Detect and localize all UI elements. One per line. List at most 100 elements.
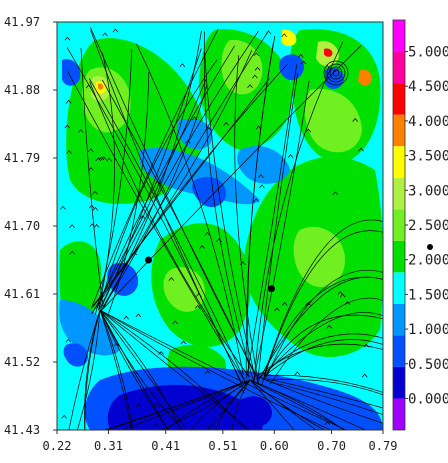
streamline-arrow xyxy=(60,205,66,210)
streamline xyxy=(203,31,254,382)
field-region xyxy=(62,59,81,86)
streamline-arrow xyxy=(204,232,211,236)
streamline xyxy=(76,309,101,430)
streamline xyxy=(265,379,383,396)
streamline-arrow xyxy=(89,223,95,228)
colorbar-label: 1.000 xyxy=(408,322,448,338)
x-tick-label: 0.79 xyxy=(369,439,398,453)
x-tick-label: 0.31 xyxy=(94,439,123,453)
colorbar-swatch xyxy=(393,83,405,115)
streamline xyxy=(93,77,270,306)
streamline-arrow xyxy=(179,63,186,68)
colorbar-label: 4.000 xyxy=(408,114,448,130)
streamline-arrow xyxy=(112,28,119,33)
colorbar-label: 3.500 xyxy=(408,149,448,165)
streamline xyxy=(253,41,344,383)
streamline-arrow xyxy=(152,422,159,427)
streamline xyxy=(90,29,241,382)
streamline xyxy=(234,55,260,385)
streamline-arrow xyxy=(64,124,70,129)
streamline-arrow xyxy=(154,403,160,407)
colorbar-swatch xyxy=(393,209,405,241)
streamline xyxy=(94,49,133,315)
streamline-arrow xyxy=(247,84,253,88)
field-region xyxy=(59,300,120,356)
streamline-arrow xyxy=(344,301,351,305)
x-tick-label: 0.60 xyxy=(260,439,289,453)
streamline-arrow xyxy=(281,33,287,38)
streamline xyxy=(136,43,244,376)
streamline xyxy=(99,309,332,430)
streamline xyxy=(269,297,383,385)
streamline xyxy=(266,269,383,378)
streamline xyxy=(99,309,182,430)
streamline-swirl xyxy=(329,66,343,80)
streamline-arrow xyxy=(259,184,265,189)
y-tick-label: 41.70 xyxy=(4,219,40,233)
streamline xyxy=(99,309,248,430)
streamline-arrow xyxy=(332,191,339,196)
streamline-arrow xyxy=(204,370,211,375)
streamline xyxy=(263,219,383,376)
streamline xyxy=(99,309,169,430)
streamline-arrow xyxy=(92,207,99,211)
streamline-arrow xyxy=(168,277,175,281)
streamline-arrow xyxy=(252,74,258,79)
field-region xyxy=(163,267,205,312)
field-region xyxy=(237,146,290,184)
streamline-arrow xyxy=(69,224,75,229)
field-region xyxy=(324,48,333,57)
location-marker xyxy=(145,256,153,264)
streamline-arrow xyxy=(281,302,288,306)
streamline xyxy=(99,309,183,430)
streamline xyxy=(80,48,104,307)
streamline xyxy=(204,52,256,377)
streamline-arrow xyxy=(194,304,201,309)
streamline-arrow xyxy=(87,148,94,153)
streamline xyxy=(91,64,288,315)
streamline xyxy=(99,309,169,430)
streamline-arrow xyxy=(93,224,100,228)
markers xyxy=(145,256,275,293)
x-tick-label: 0.41 xyxy=(151,439,180,453)
streamline xyxy=(249,379,317,430)
streamline-arrow xyxy=(216,238,222,243)
x-tick-label: 0.51 xyxy=(208,439,237,453)
location-marker xyxy=(267,285,275,293)
colorbar-swatch xyxy=(393,177,405,210)
streamline-arrow xyxy=(180,340,187,345)
streamline-arrow xyxy=(61,414,67,419)
colorbar-swatch xyxy=(393,303,405,336)
streamline-swirl xyxy=(323,60,349,86)
streamline-arrow xyxy=(154,180,161,185)
streamline-arrow xyxy=(352,118,358,122)
colorbar-label: 4.500 xyxy=(408,79,448,95)
streamline xyxy=(246,64,298,379)
streamline-arrow xyxy=(185,139,191,144)
streamline-arrow xyxy=(65,338,72,343)
y-tick-label: 41.97 xyxy=(4,15,40,29)
streamline-arrow xyxy=(172,320,178,325)
streamline xyxy=(105,379,251,430)
streamline xyxy=(190,379,251,430)
y-tick-label: 41.61 xyxy=(4,287,40,301)
y-tick-label: 41.43 xyxy=(4,423,40,437)
colorbar-swatch xyxy=(393,114,405,147)
streamline-arrow xyxy=(113,342,120,347)
streamline-arrow xyxy=(88,204,95,209)
streamline xyxy=(257,72,299,383)
streamline-arrow xyxy=(363,343,370,348)
streamline-arrow xyxy=(131,251,137,256)
streamline xyxy=(84,309,101,430)
streamline xyxy=(99,309,347,430)
streamline-arrow xyxy=(240,261,246,265)
streamline-arrow xyxy=(223,121,229,126)
streamline-swirl xyxy=(326,63,346,83)
colorbar-label: 0.500 xyxy=(408,357,448,373)
streamline xyxy=(99,30,259,310)
streamline-arrow xyxy=(88,167,94,171)
streamline-arrow xyxy=(337,291,344,295)
colorbar-label: 5.000 xyxy=(408,45,448,61)
streamline-arrow xyxy=(258,174,264,178)
